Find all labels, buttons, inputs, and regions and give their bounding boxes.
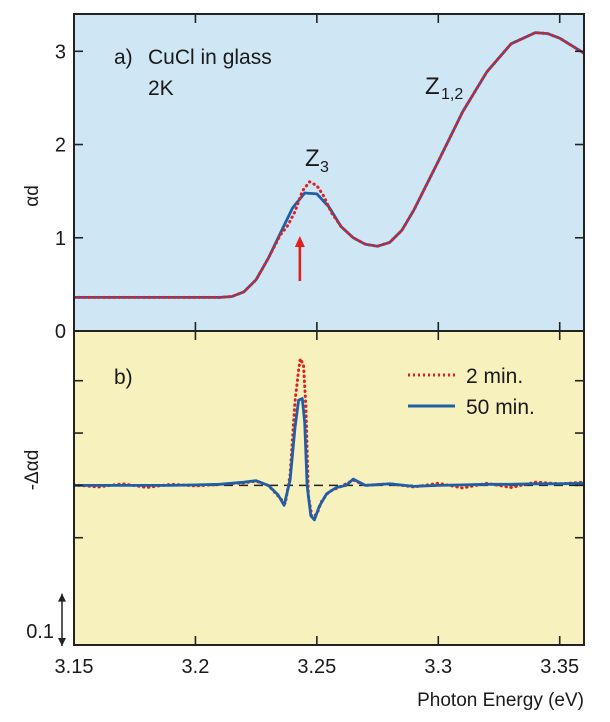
legend-label-50min: 50 min. [466, 396, 535, 419]
panel-a-ytick-label-0: 0 [55, 321, 66, 343]
panel-b-series-50-min [74, 397, 584, 522]
panel-b-series [74, 357, 584, 522]
panel-a-series-2-min [74, 31, 584, 299]
panel-b-label: b) [114, 366, 133, 389]
legend: 2 min. 50 min. [408, 365, 535, 419]
z12-label-subscript: 1,2 [441, 86, 463, 103]
z12-label-letter: Z [425, 73, 440, 100]
x-tick-label-3.25: 3.25 [297, 656, 336, 678]
z3-label-subscript: 3 [320, 159, 329, 176]
z3-label: Z 3 [305, 145, 329, 176]
z3-arrow-head [294, 236, 305, 247]
x-axis-title: Photon Energy (eV) [417, 690, 584, 711]
x-tick-label-3.2: 3.2 [182, 656, 210, 678]
panel-a-ytick-label-2: 2 [55, 135, 66, 157]
sample-annotation: CuCl in glass [148, 46, 272, 69]
z3-label-letter: Z [305, 145, 320, 172]
temperature-annotation: 2K [148, 77, 174, 100]
panel-a-background [74, 14, 584, 331]
panel-b: 3.15 3.2 3.25 3.3 3.35 b) 2 min. 50 min. 0.1… [22, 330, 585, 711]
panel-b-ylabel: -Δαd [22, 450, 43, 491]
scale-bar-arrow-bottom [58, 638, 66, 646]
panel-a-label: a) [114, 46, 133, 69]
panel-a: 0 1 2 3 a) CuCl in glass 2K Z 3 Z 1,2 αd [22, 13, 585, 343]
x-tick-label-3.3: 3.3 [424, 656, 452, 678]
z3-arrow [294, 236, 305, 281]
x-tick-label-3.15: 3.15 [55, 656, 94, 678]
panel-a-ylabel: αd [22, 185, 43, 207]
panel-b-background [74, 331, 584, 645]
scale-bar-label: 0.1 [26, 621, 54, 643]
panel-b-frame [73, 330, 585, 646]
x-tick-label-3.35: 3.35 [540, 656, 579, 678]
panel-a-ytick-label-1: 1 [55, 228, 66, 250]
scale-bar: 0.1 [26, 593, 66, 646]
panel-a-ytick-label-3: 3 [55, 41, 66, 63]
panel-a-series [74, 31, 584, 299]
legend-label-2min: 2 min. [466, 365, 523, 388]
z12-label: Z 1,2 [425, 73, 463, 103]
panel-b-ticks: 3.15 3.2 3.25 3.3 3.35 [55, 331, 584, 678]
scale-bar-arrow-top [58, 593, 66, 602]
